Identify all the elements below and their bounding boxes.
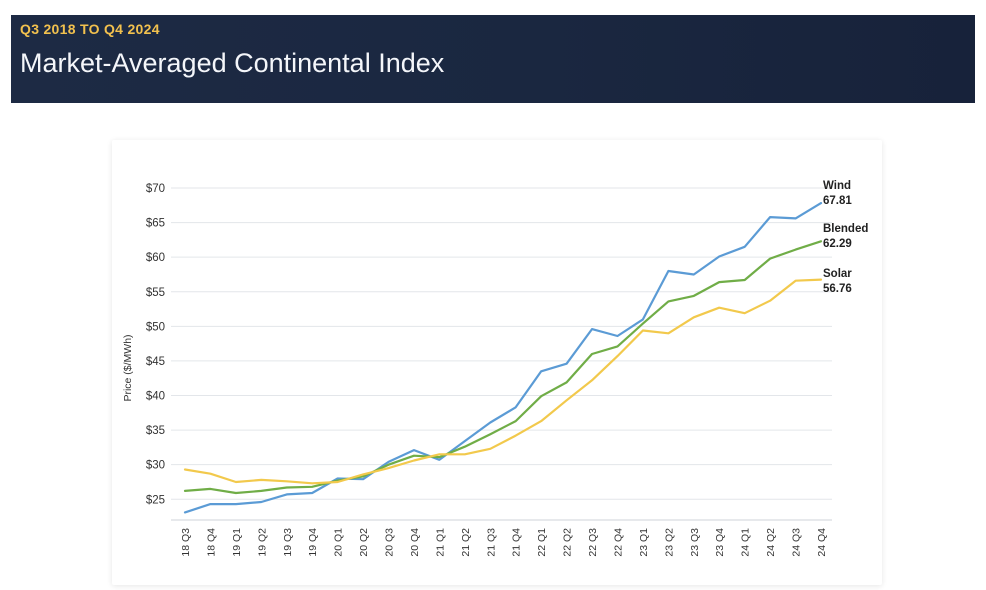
header-banner: Q3 2018 TO Q4 2024 Market-Averaged Conti…: [11, 15, 975, 103]
series-line-blended: [183, 240, 823, 495]
chart-card: $25 $30 $35 $40 $45 $50 $55 $60 $65 $70 18 Q3 18 Q…: [112, 140, 882, 585]
x-tick-label: 23 Q3: [689, 528, 701, 557]
y-tick-label: $55: [146, 287, 165, 299]
x-tick-label: 21 Q2: [460, 528, 472, 557]
x-tick-label: 18 Q4: [205, 528, 217, 557]
series-line-wind: [183, 201, 823, 514]
x-tick-label: 23 Q1: [638, 528, 650, 557]
x-tick-label: 19 Q4: [307, 528, 319, 557]
y-tick-label: $65: [146, 218, 165, 230]
x-tick-label: 24 Q4: [816, 528, 828, 557]
end-labels: Wind 67.81 Blended 62.29 Solar 56.76: [823, 180, 868, 295]
y-tick-label: $30: [146, 460, 165, 472]
x-axis-ticks: 18 Q3 18 Q4 19 Q1 19 Q2 19 Q3 19 Q4 20 Q1 20 Q2…: [180, 528, 828, 557]
end-label-name: Blended: [823, 223, 868, 235]
x-tick-label: 20 Q1: [333, 528, 345, 557]
x-tick-label: 22 Q1: [536, 528, 548, 557]
x-tick-label: 24 Q2: [765, 528, 777, 557]
y-tick-label: $60: [146, 252, 165, 264]
x-tick-label: 24 Q1: [740, 528, 752, 557]
x-tick-label: 21 Q4: [511, 528, 523, 557]
header-subtitle: Q3 2018 TO Q4 2024: [20, 21, 160, 37]
gridlines: [171, 187, 832, 521]
end-label-value: 62.29: [823, 238, 852, 250]
x-tick-label: 20 Q4: [409, 528, 421, 557]
y-tick-label: $40: [146, 391, 165, 403]
series-lines: [183, 201, 823, 514]
x-tick-label: 21 Q1: [434, 528, 446, 557]
y-tick-label: $35: [146, 425, 165, 437]
x-tick-label: 23 Q4: [714, 528, 726, 557]
end-label-value: 56.76: [823, 283, 852, 295]
x-tick-label: 22 Q2: [562, 528, 574, 557]
end-label-value: 67.81: [823, 195, 852, 207]
line-chart: $25$30$35$40$45$50$55$60$65$70 18 Q3 18 Q…: [122, 180, 868, 557]
x-tick-label: 19 Q1: [231, 528, 243, 557]
y-tick-label: $25: [146, 494, 165, 506]
x-tick-label: 19 Q2: [256, 528, 268, 557]
y-tick-label: $50: [146, 321, 165, 333]
end-label-name: Wind: [823, 180, 851, 192]
page-title: Market-Averaged Continental Index: [20, 48, 445, 78]
x-tick-label: 22 Q4: [612, 528, 624, 557]
x-tick-label: 24 Q3: [791, 528, 803, 557]
x-tick-label: 20 Q2: [358, 528, 370, 557]
end-label-name: Solar: [823, 268, 852, 280]
x-tick-label: 19 Q3: [282, 528, 294, 557]
x-tick-label: 22 Q3: [587, 528, 599, 557]
y-tick-label: $45: [146, 356, 165, 368]
x-tick-label: 18 Q3: [180, 528, 192, 557]
y-tick-label: $70: [146, 183, 165, 195]
y-axis-ticks: $25 $30 $35 $40 $45 $50 $55 $60 $65 $70: [146, 183, 165, 506]
x-tick-label: 20 Q3: [384, 528, 396, 557]
x-tick-label: 23 Q2: [663, 528, 675, 557]
y-axis-label: Price ($/MWh): [122, 334, 134, 401]
series-line-solar: [183, 278, 823, 485]
x-tick-label: 21 Q3: [485, 528, 497, 557]
